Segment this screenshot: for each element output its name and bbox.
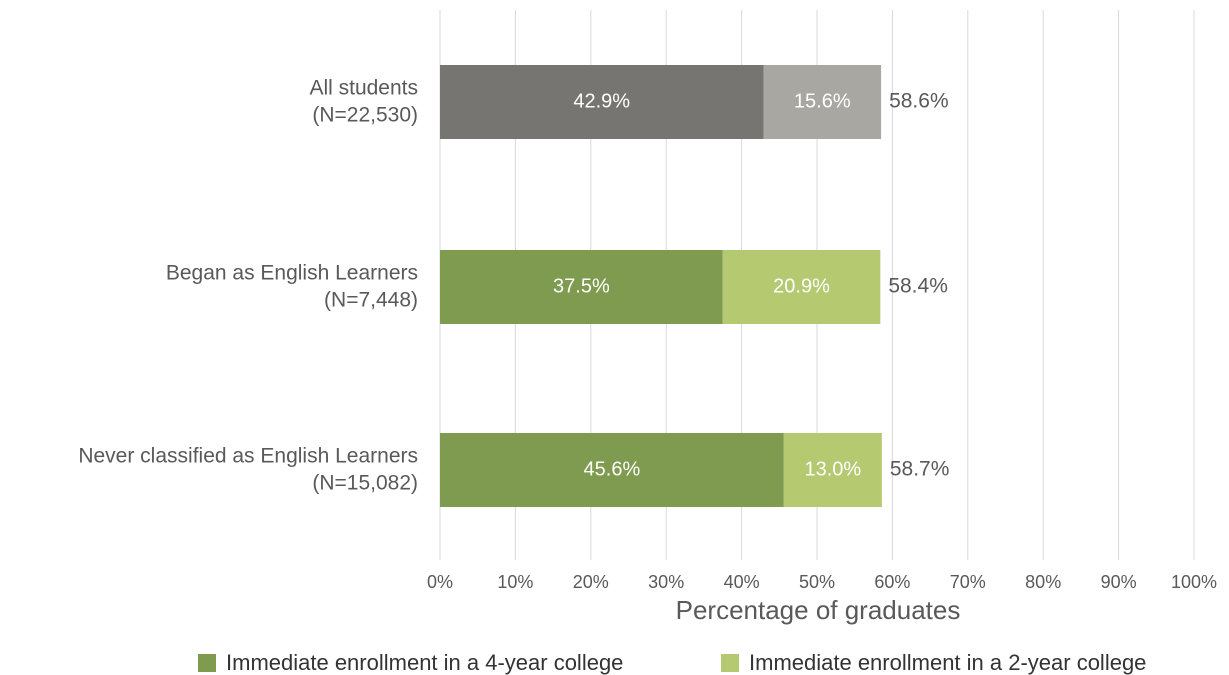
- value-label: 13.0%: [804, 458, 861, 480]
- total-label: 58.7%: [890, 458, 950, 481]
- category-label: All students: [309, 77, 418, 100]
- x-tick-label: 100%: [1171, 572, 1217, 592]
- total-label: 58.4%: [888, 275, 948, 298]
- legend-label: Immediate enrollment in a 4-year college: [226, 650, 623, 675]
- x-tick-label: 0%: [427, 572, 453, 592]
- legend-swatch: [721, 654, 739, 672]
- category-label: (N=7,448): [324, 289, 418, 312]
- x-tick-label: 40%: [724, 572, 760, 592]
- category-label: Began as English Learners: [166, 262, 418, 285]
- total-label: 58.6%: [889, 90, 949, 113]
- bar-segment: [763, 65, 882, 139]
- x-tick-label: 20%: [573, 572, 609, 592]
- value-label: 37.5%: [553, 275, 610, 297]
- value-label: 45.6%: [584, 458, 641, 480]
- x-tick-label: 10%: [497, 572, 533, 592]
- bar-segment: [440, 433, 784, 507]
- x-tick-label: 90%: [1101, 572, 1137, 592]
- x-axis-label: Percentage of graduates: [676, 595, 961, 625]
- value-label: 15.6%: [794, 90, 851, 112]
- legend-label: Immediate enrollment in a 2-year college: [749, 650, 1146, 675]
- x-tick-label: 30%: [648, 572, 684, 592]
- legend-swatch: [198, 654, 216, 672]
- bar-segment: [783, 433, 882, 507]
- bar-segment: [440, 65, 764, 139]
- category-label: Never classified as English Learners: [78, 445, 418, 468]
- category-label: (N=15,082): [312, 472, 418, 495]
- category-label: (N=22,530): [312, 104, 418, 127]
- value-label: 20.9%: [773, 275, 830, 297]
- x-tick-label: 50%: [799, 572, 835, 592]
- x-tick-label: 80%: [1025, 572, 1061, 592]
- value-label: 42.9%: [573, 90, 630, 112]
- x-tick-label: 60%: [874, 572, 910, 592]
- bar-segment: [440, 250, 723, 324]
- x-tick-label: 70%: [950, 572, 986, 592]
- bar-segment: [722, 250, 881, 324]
